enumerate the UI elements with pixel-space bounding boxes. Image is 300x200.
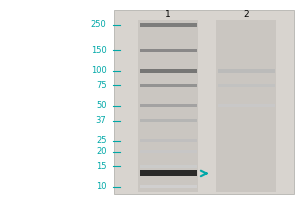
Text: 20: 20: [96, 147, 106, 156]
Bar: [140, 69, 196, 73]
Bar: [216, 20, 276, 192]
Bar: [140, 170, 196, 176]
Text: 75: 75: [96, 81, 106, 90]
Text: 1: 1: [165, 10, 171, 19]
Bar: [218, 84, 274, 87]
Bar: [140, 84, 196, 87]
Bar: [140, 104, 196, 107]
Text: 50: 50: [96, 101, 106, 110]
Bar: [138, 20, 198, 192]
Text: 100: 100: [91, 66, 106, 75]
Text: 250: 250: [91, 20, 106, 29]
Bar: [218, 69, 274, 73]
Bar: [140, 150, 196, 153]
Text: 2: 2: [243, 10, 249, 19]
Bar: [140, 23, 196, 27]
Text: 25: 25: [96, 136, 106, 145]
Text: 37: 37: [96, 116, 106, 125]
Bar: [114, 10, 294, 194]
Bar: [140, 119, 196, 122]
Bar: [140, 185, 196, 188]
Text: 15: 15: [96, 162, 106, 171]
Bar: [140, 165, 196, 168]
Text: 10: 10: [96, 182, 106, 191]
Bar: [218, 104, 274, 107]
Bar: [140, 139, 196, 142]
Bar: [140, 49, 196, 52]
Text: 150: 150: [91, 46, 106, 55]
